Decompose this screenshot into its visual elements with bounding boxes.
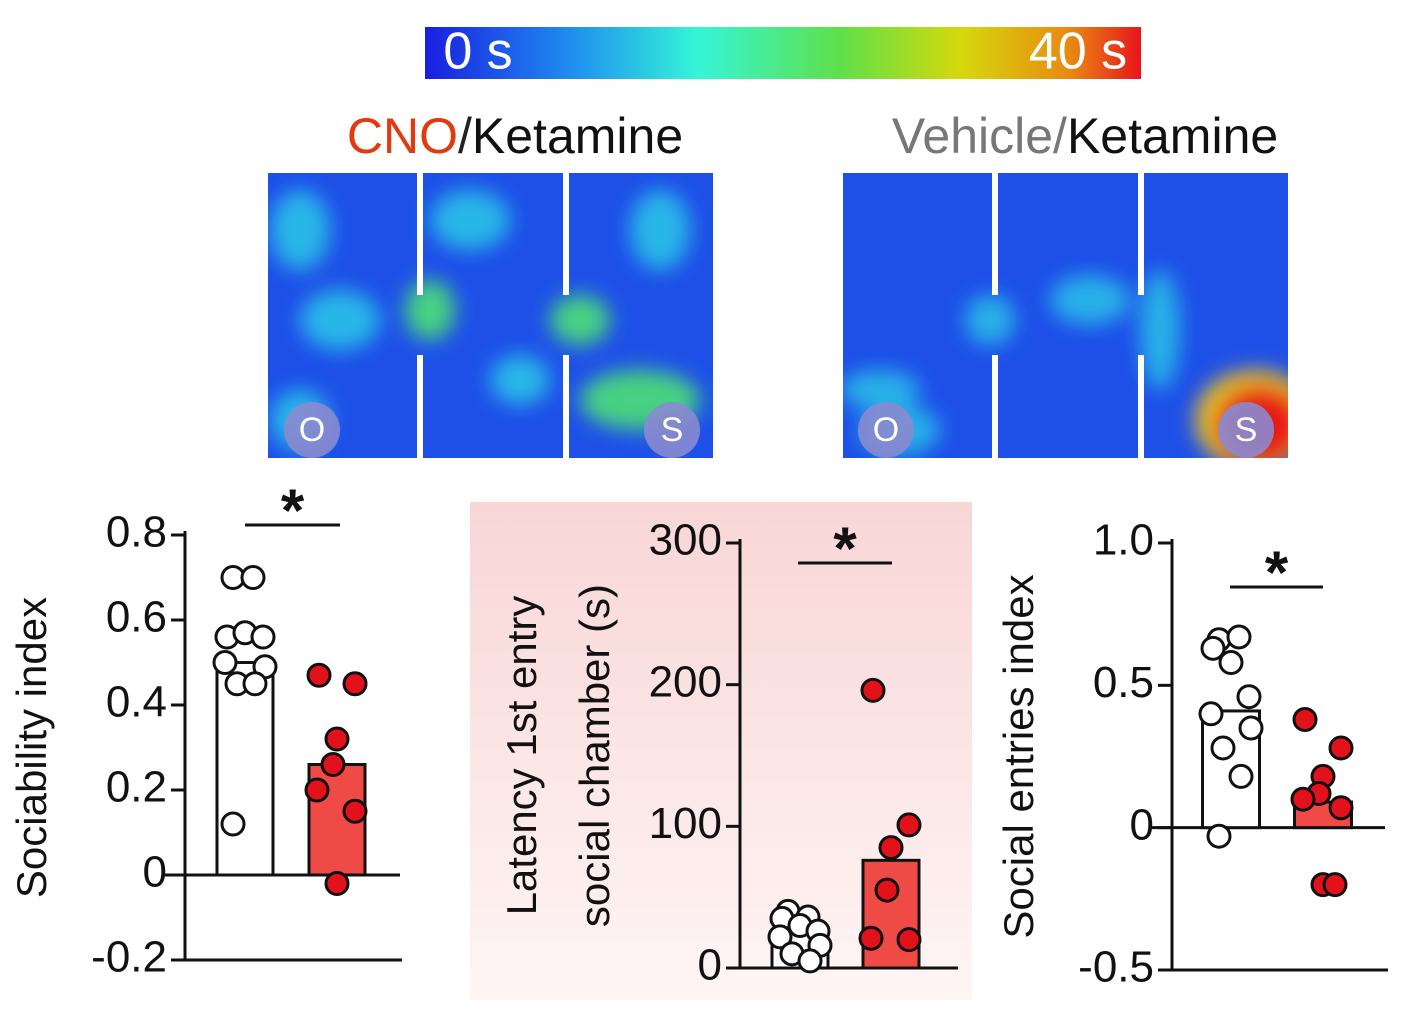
data-point (797, 948, 823, 974)
bar (215, 661, 275, 877)
data-point (1218, 650, 1244, 676)
data-point (860, 677, 886, 703)
data-point (306, 662, 332, 688)
zone-label: S (1235, 411, 1258, 449)
y-tick-label: 0 (698, 941, 722, 990)
y-tick-label: -0.2 (91, 933, 167, 982)
zone-label: S (661, 411, 684, 449)
y-tick-label: 0.4 (106, 678, 167, 727)
data-point (304, 777, 330, 803)
data-point (342, 671, 368, 697)
data-point (1292, 706, 1318, 732)
y-axis-label: social chamber (s) (571, 584, 618, 927)
y-tick-label: 100 (649, 799, 722, 848)
zone-label: O (873, 411, 899, 449)
data-point (858, 925, 884, 951)
data-point (220, 811, 246, 837)
data-point (1328, 735, 1354, 761)
data-point (1228, 763, 1254, 789)
data-point (1206, 823, 1232, 849)
treatment: Ketamine (1067, 108, 1278, 164)
drug: Vehicle (892, 108, 1053, 164)
data-point (874, 877, 900, 903)
data-point (1238, 715, 1264, 741)
data-point (878, 835, 904, 861)
y-axis-label: Latency 1st entry (498, 596, 545, 916)
y-tick-label: 0.8 (106, 508, 167, 557)
heatmap (268, 173, 713, 458)
colorbar-max: 40 s (1029, 23, 1127, 81)
heatmap-title: Vehicle/Ketamine (892, 108, 1278, 164)
y-tick-label: 1.0 (1093, 516, 1154, 565)
data-point (1290, 786, 1316, 812)
data-point (1198, 701, 1224, 727)
data-point (240, 565, 266, 590)
data-point (212, 650, 238, 675)
data-point (324, 871, 350, 896)
data-point (342, 798, 368, 824)
colorbar-min: 0 s (443, 23, 512, 81)
drug: CNO (347, 108, 458, 164)
y-tick-label: 0.2 (106, 763, 167, 812)
zone-label: O (299, 411, 325, 449)
data-point (1210, 735, 1236, 761)
data-point (250, 624, 276, 650)
data-point (767, 924, 793, 950)
y-tick-label: 0 (1130, 800, 1154, 849)
data-point (1200, 635, 1226, 661)
y-axis-label: Social entries index (995, 574, 1042, 938)
data-point (1328, 795, 1354, 821)
data-point (320, 752, 346, 777)
y-axis-label: Sociability index (8, 597, 55, 898)
data-point (1236, 684, 1262, 710)
y-tick-label: 200 (649, 657, 722, 706)
sep: / (1053, 108, 1067, 164)
data-point (1322, 872, 1348, 898)
data-point (242, 671, 268, 697)
significance-label: * (281, 477, 305, 544)
y-tick-label: 300 (649, 516, 722, 565)
y-tick-label: -0.5 (1078, 943, 1154, 992)
significance-label: * (833, 515, 857, 582)
y-tick-label: 0.5 (1093, 658, 1154, 707)
heatmap-title: CNO/Ketamine (347, 108, 683, 164)
data-point (1226, 624, 1252, 650)
treatment: Ketamine (472, 108, 683, 164)
data-point (896, 812, 922, 838)
y-tick-label: 0.6 (106, 593, 167, 642)
sep: / (458, 108, 472, 164)
data-point (324, 726, 350, 752)
colorbar (425, 27, 1141, 79)
significance-label: * (1265, 539, 1289, 606)
y-tick-label: 0 (143, 848, 167, 897)
data-point (896, 927, 922, 953)
heatmap (843, 173, 1288, 458)
